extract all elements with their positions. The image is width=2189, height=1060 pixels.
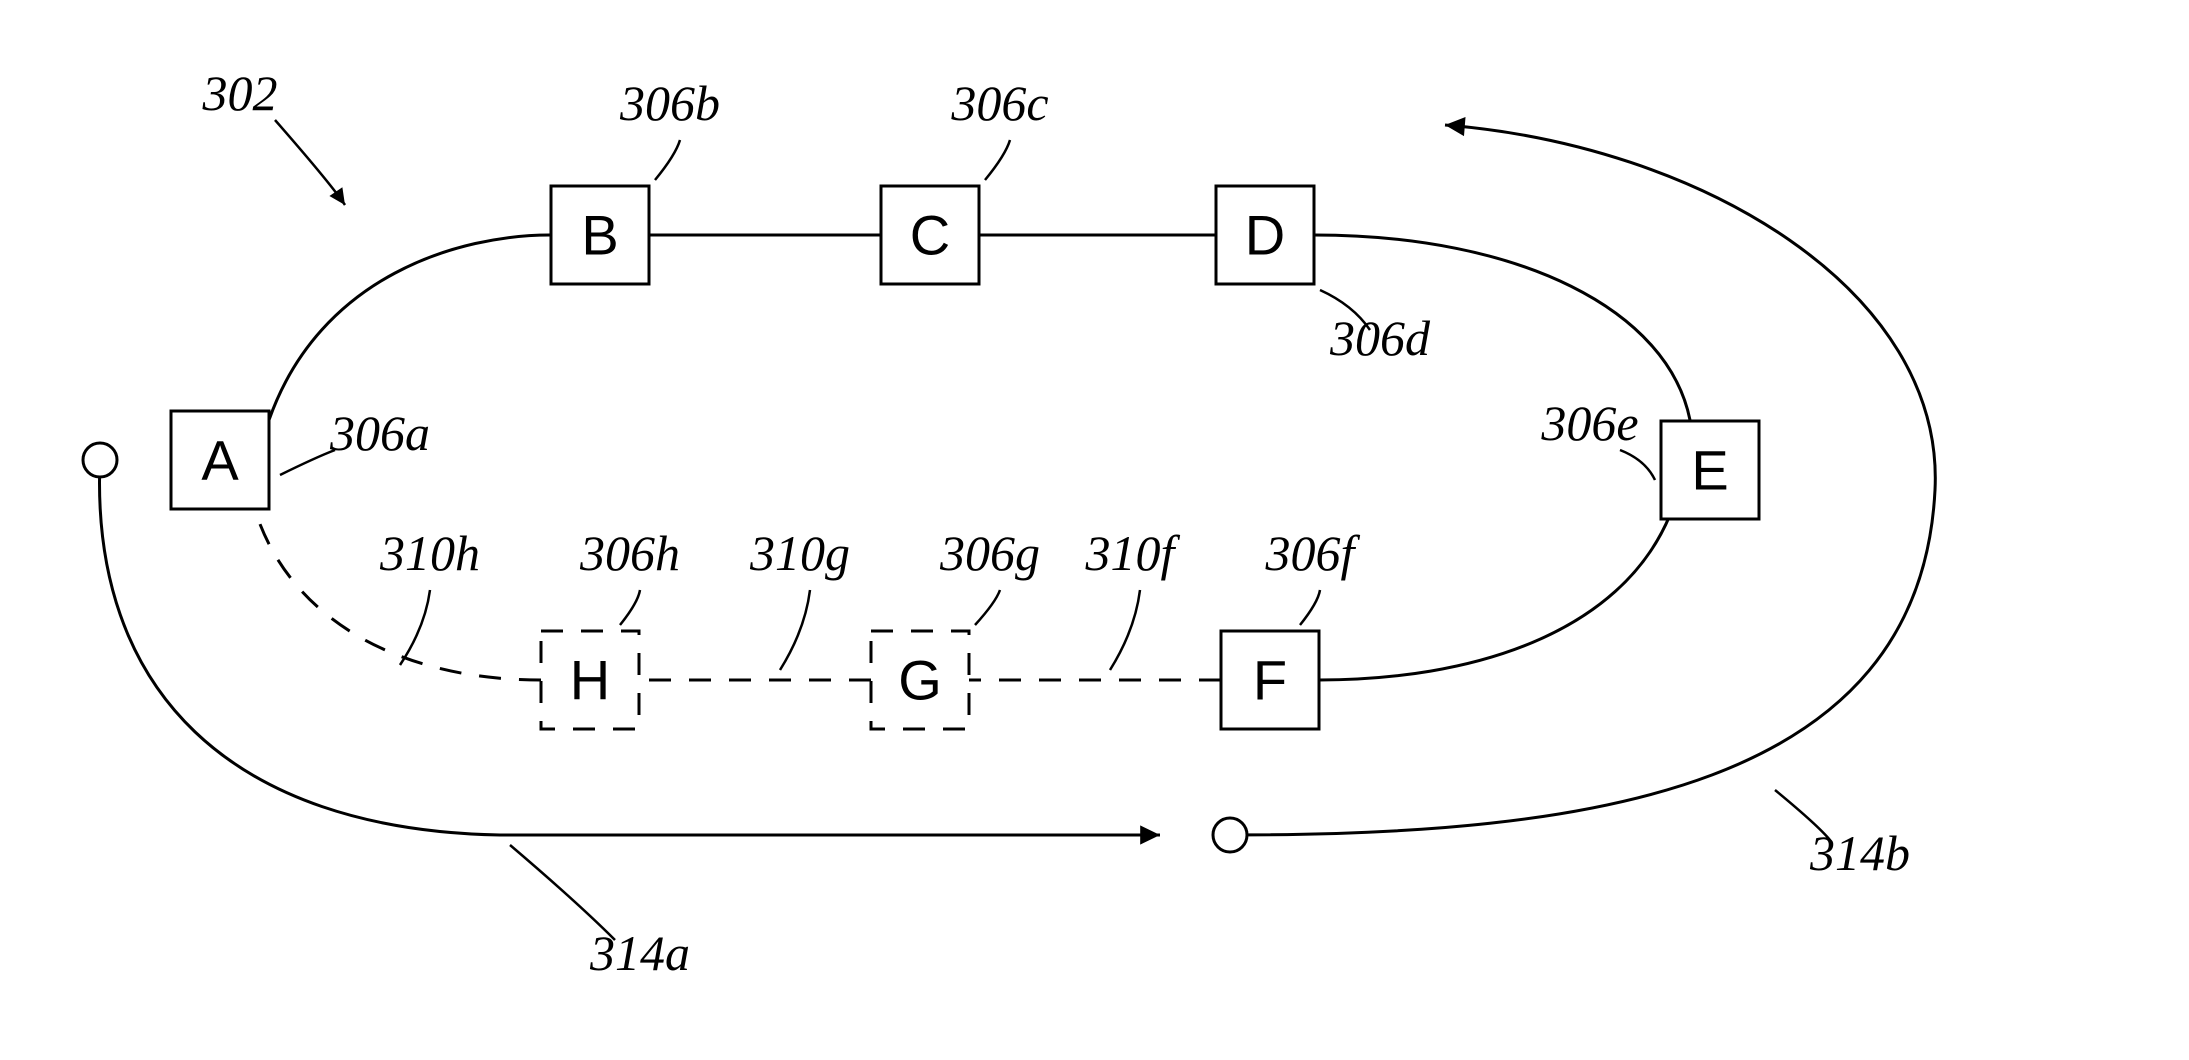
network-diagram: A B C D E F G H 310f 310g 310h 314a 314b 306a 306b 306c… (0, 0, 2189, 1060)
arc-314a-start (83, 443, 117, 477)
arc-314b-start (1213, 818, 1247, 852)
ref-label-306a: 306a (329, 405, 430, 461)
leader-310g (780, 590, 810, 670)
ref-label-310f: 310f (1085, 525, 1181, 581)
node-G-label: G (898, 649, 942, 712)
ref-label-314a: 314a (589, 925, 690, 981)
ref-label-306b: 306b (619, 75, 720, 131)
node-C-label: C (910, 204, 950, 267)
node-E-label: E (1691, 439, 1728, 502)
leader-306f (1300, 590, 1320, 625)
node-H-label: H (570, 649, 610, 712)
leader-306b (655, 140, 680, 180)
leader-310h (400, 590, 430, 665)
edge-A-B (269, 235, 550, 420)
edge-E-F (1319, 515, 1670, 680)
ref-label-310h: 310h (379, 525, 480, 581)
ref-label-306h: 306h (579, 525, 680, 581)
leader-306g (975, 590, 1000, 625)
ref-label-306g: 306g (939, 525, 1040, 581)
ref-label-306c: 306c (950, 75, 1048, 131)
node-F-label: F (1253, 649, 1287, 712)
ref-label-314b: 314b (1809, 825, 1910, 881)
node-A-label: A (201, 429, 239, 492)
figure-ref-arrow (275, 120, 345, 205)
leader-310f (1110, 590, 1140, 670)
node-D-label: D (1245, 204, 1285, 267)
leader-306h (620, 590, 640, 625)
ref-label-306e: 306e (1540, 395, 1638, 451)
ref-label-306f: 306f (1265, 525, 1361, 581)
arc-314b (1230, 125, 1935, 835)
node-B-label: B (581, 204, 618, 267)
ref-label-310g: 310g (749, 525, 850, 581)
ref-label-306d: 306d (1329, 310, 1431, 366)
leader-306e (1620, 450, 1655, 480)
figure-ref-label: 302 (202, 65, 278, 121)
leader-306a (280, 450, 335, 475)
leader-306c (985, 140, 1010, 180)
